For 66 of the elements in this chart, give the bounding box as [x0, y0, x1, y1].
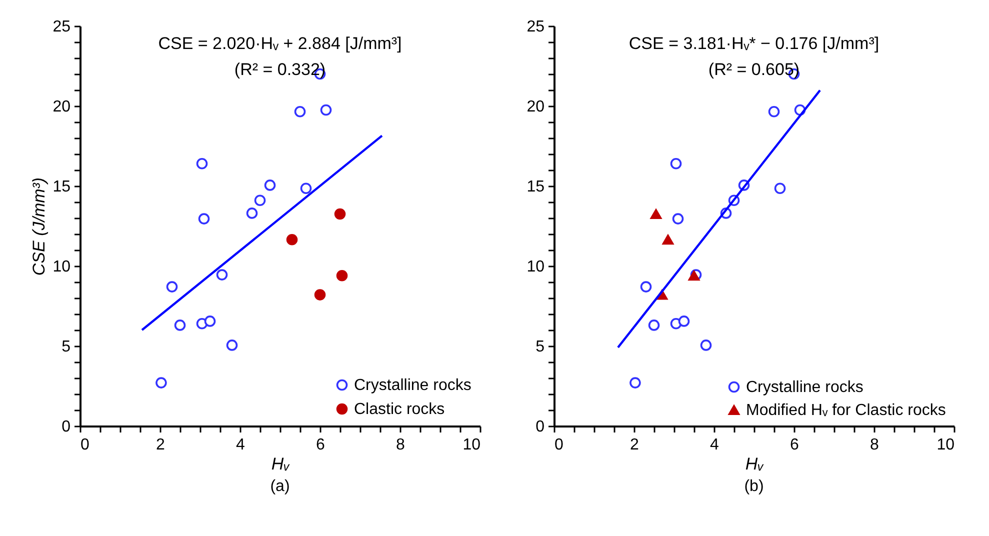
point: [640, 281, 652, 292]
legend-label: Crystalline rocks: [354, 377, 472, 394]
annotation: (R² = 0.332): [234, 60, 326, 79]
point: [226, 340, 238, 351]
point: [300, 182, 312, 194]
y-tick-label: 15: [52, 178, 71, 196]
point: [768, 106, 780, 118]
x-tick-label: 2: [156, 436, 166, 454]
x-tick-label: 6: [790, 436, 800, 454]
point: [334, 208, 346, 220]
text: (a): [270, 478, 290, 495]
point: [662, 234, 674, 245]
x-tick-label: 10: [462, 436, 481, 454]
annotation: CSE = 3.181·Hᵥ* − 0.176 [J/mm³]: [628, 34, 880, 53]
x-tick-label: 8: [870, 436, 880, 454]
x-axis-title: Hᵥ: [745, 454, 765, 474]
point: [774, 182, 786, 194]
point: [294, 106, 306, 118]
point: [166, 281, 178, 292]
point: [156, 377, 167, 388]
legend-label: Modified Hᵥ for Clastic rocks: [746, 402, 946, 419]
point: [246, 208, 258, 219]
annotation: (R² = 0.605): [708, 60, 800, 79]
legend-label: Crystalline rocks: [746, 379, 864, 396]
point: [286, 234, 298, 246]
y-tick-label: 20: [526, 98, 545, 116]
y-axis-title: CSE (J/mm³): [30, 177, 49, 276]
y-tick-label: 5: [62, 338, 71, 356]
point: [204, 316, 216, 327]
point: [320, 104, 332, 116]
point: [314, 289, 326, 300]
x-tick-label: 0: [80, 436, 90, 454]
x-tick-label: 8: [396, 436, 406, 454]
legend-label: Clastic rocks: [354, 401, 445, 418]
point: [650, 208, 662, 220]
y-tick-label: 0: [62, 418, 71, 436]
point: [264, 180, 276, 191]
annotation: CSE = 2.020·Hᵥ + 2.884 [J/mm³]: [158, 34, 402, 53]
y-tick-label: 0: [536, 418, 545, 436]
x-tick-label: 6: [316, 436, 326, 454]
point: [174, 320, 186, 331]
x-tick-label: 4: [236, 436, 246, 454]
x-tick-label: 4: [710, 436, 720, 454]
point: [254, 194, 266, 206]
y-tick-label: 15: [526, 178, 545, 196]
y-tick-label: 10: [526, 258, 545, 276]
point: [648, 320, 660, 331]
x-tick-label: 0: [554, 436, 564, 454]
point: [678, 316, 690, 327]
point: [672, 213, 684, 224]
y-tick-label: 5: [536, 338, 545, 356]
point: [216, 269, 228, 280]
y-tick-label: 20: [52, 98, 71, 116]
x-tick-label: 2: [630, 436, 640, 454]
point: [336, 270, 348, 282]
y-tick-label: 10: [52, 258, 71, 276]
y-tick-label: 25: [526, 18, 545, 36]
x-tick-label: 10: [936, 436, 955, 454]
point: [670, 158, 682, 170]
point: [196, 158, 208, 170]
x-axis-title: Hᵥ: [271, 454, 291, 474]
point: [700, 340, 712, 351]
point: [630, 377, 641, 388]
text: (b): [744, 478, 764, 495]
point: [198, 213, 210, 224]
y-tick-label: 25: [52, 18, 71, 36]
